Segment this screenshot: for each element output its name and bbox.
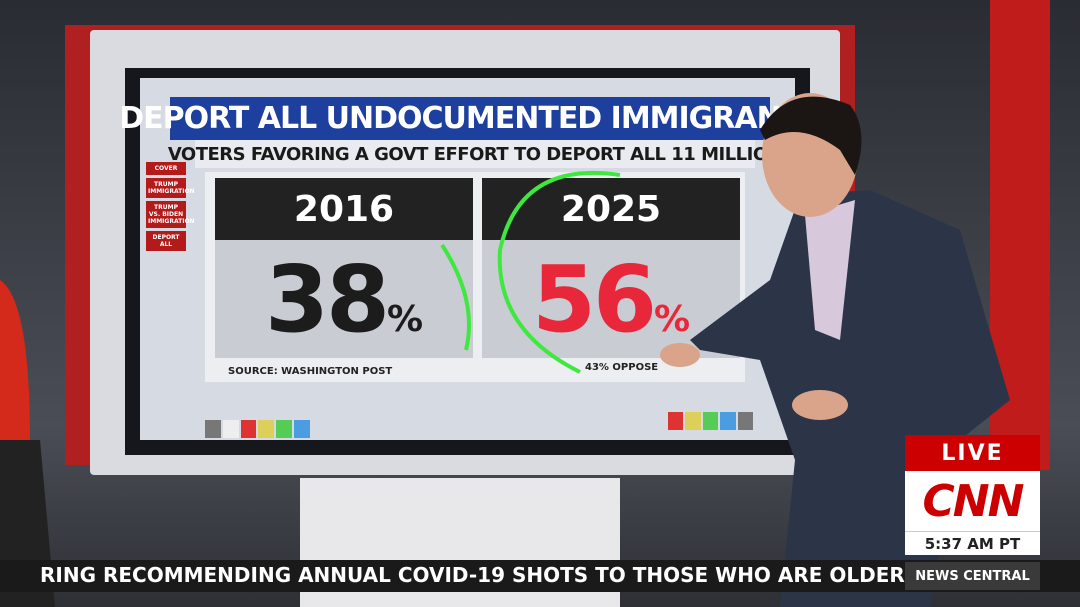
panel-header: 2016	[215, 178, 473, 240]
live-badge: LIVE	[905, 435, 1040, 471]
panel-unit: %	[386, 298, 424, 340]
presenter-hand	[792, 390, 848, 420]
presenter-hand	[660, 343, 700, 367]
telestrator-arc	[497, 170, 621, 374]
color-chips	[205, 420, 310, 438]
menu-item: DEPORT ALL	[146, 231, 186, 251]
show-name: NEWS CENTRAL	[905, 562, 1040, 590]
screen-subtitle: VOTERS FAVORING A GOVT EFFORT TO DEPORT …	[168, 140, 783, 168]
side-menu: COVER TRUMP IMMIGRATION TRUMP VS. BIDEN IM…	[146, 162, 195, 254]
ticker-bar	[0, 560, 1080, 592]
panel-value: 56	[531, 245, 657, 353]
panel-unit: %	[653, 298, 691, 340]
panel-value: 38	[264, 245, 390, 353]
menu-item: COVER	[146, 162, 186, 175]
menu-item: TRUMP IMMIGRATION	[146, 178, 195, 198]
ticker: RING RECOMMENDING ANNUAL COVID-19 SHOTS …	[40, 563, 1007, 587]
presenter-hair	[760, 96, 862, 175]
clock: 5:37 AM PT	[905, 531, 1040, 555]
panel-body: 38%	[215, 240, 473, 358]
presenter-left	[0, 280, 30, 440]
menu-item: TRUMP VS. BIDEN IMMIGRATION	[146, 201, 195, 228]
panel-header: 2025	[482, 178, 740, 240]
screen-title: DEPORT ALL UNDOCUMENTED IMMIGRANTS	[119, 97, 822, 140]
network-logo: CNN	[922, 475, 1025, 527]
telestrator-arc	[440, 243, 471, 351]
presenter-shirt	[805, 200, 855, 340]
logo-box: CNN	[905, 471, 1040, 531]
color-chips-right	[668, 412, 754, 430]
source: SOURCE: WASHINGTON POST	[228, 366, 393, 377]
note: 43% OPPOSE	[585, 362, 659, 373]
